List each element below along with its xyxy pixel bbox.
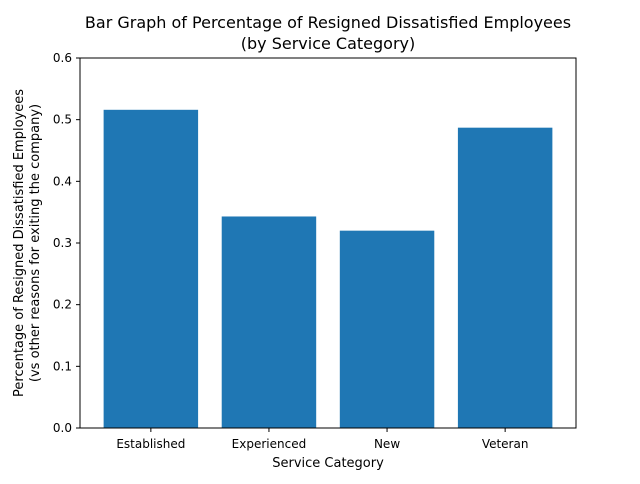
y-axis-label-line-1: Percentage of Resigned Dissatisfied Empl… bbox=[12, 89, 27, 397]
y-tick-label: 0.5 bbox=[53, 113, 72, 127]
y-axis-label-line-2: (vs other reasons for exiting the compan… bbox=[28, 104, 43, 382]
bar-veteran bbox=[457, 127, 553, 429]
y-tick-label: 0.1 bbox=[53, 359, 72, 373]
y-tick-label: 0.3 bbox=[53, 236, 72, 250]
bar-experienced bbox=[221, 216, 317, 428]
y-axis-ticks: 0.0 0.1 0.2 0.3 0.4 0.5 0.6 bbox=[53, 51, 80, 435]
bars-group bbox=[103, 109, 553, 429]
bar-new bbox=[339, 230, 435, 428]
y-tick-label: 0.6 bbox=[53, 51, 72, 65]
y-tick-label: 0.4 bbox=[53, 174, 72, 188]
plot-frame bbox=[79, 57, 577, 429]
y-tick-label: 0.2 bbox=[53, 298, 72, 312]
x-tick-label: Experienced bbox=[232, 437, 307, 451]
bar-established bbox=[103, 109, 199, 429]
x-axis-label: Service Category bbox=[272, 456, 384, 471]
x-axis-ticks: Established Experienced New Veteran bbox=[116, 428, 528, 451]
x-tick-label: Veteran bbox=[482, 437, 529, 451]
x-tick-label: Established bbox=[116, 437, 185, 451]
chart-title-line-2: (by Service Category) bbox=[241, 34, 416, 53]
chart-title-line-1: Bar Graph of Percentage of Resigned Diss… bbox=[85, 13, 571, 32]
x-tick-label: New bbox=[374, 437, 400, 451]
y-tick-label: 0.0 bbox=[53, 421, 72, 435]
